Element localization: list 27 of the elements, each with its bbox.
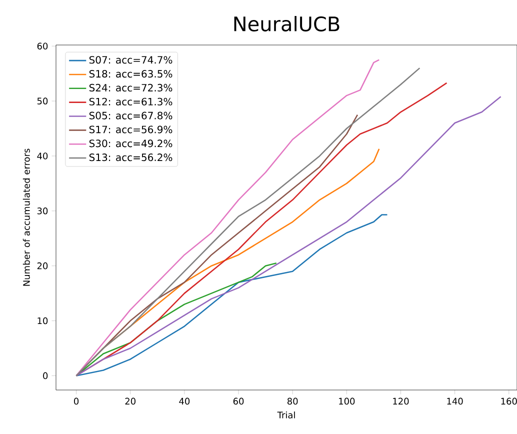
x-tick-label: 80 [287,398,298,405]
legend-label: S17: acc=56.9% [89,126,172,134]
x-tick-label: 100 [339,398,355,405]
x-tick-label: 0 [74,398,79,405]
legend-label: S24: acc=72.3% [89,84,172,92]
y-axis-title: Number of accumulated errors [22,148,30,286]
x-tick-label: 160 [501,398,517,405]
chart-title: NeuralUCB [234,16,340,32]
x-tick-label: 120 [393,398,409,405]
legend-label: S18: acc=63.5% [89,70,172,78]
legend-label: S07: acc=74.7% [89,56,172,64]
y-tick-label: 10 [38,317,48,324]
legend-label: S13: acc=56.2% [89,154,172,162]
y-tick-label: 60 [37,42,48,50]
y-tick-label: 40 [37,152,48,160]
legend-label: S05: acc=67.8% [89,112,172,120]
y-tick-label: 20 [37,262,48,270]
legend-label: S30: acc=49.2% [89,140,172,148]
legend-label: S12: acc=61.3% [89,98,172,106]
y-tick-label: 30 [37,208,48,214]
x-tick-label: 40 [179,398,190,405]
x-tick-label: 60 [233,398,244,405]
x-tick-label: 20 [125,398,136,405]
x-tick-label: 140 [447,398,463,405]
y-tick-label: 50 [37,98,48,104]
y-tick-label: 0 [43,372,48,380]
x-axis-title: Trial [277,411,295,418]
